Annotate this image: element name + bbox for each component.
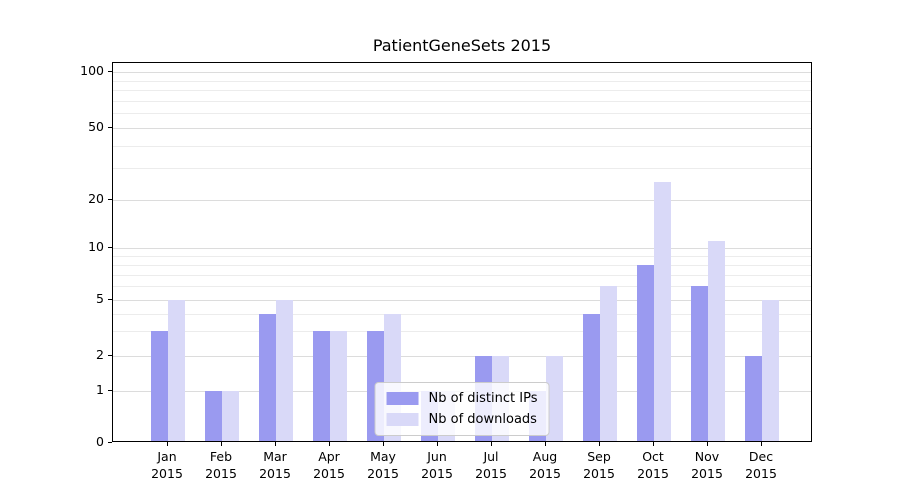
bar-distinct-ips [151,331,168,441]
x-tick-label: Apr 2015 [313,449,345,481]
x-tick-mark [599,442,600,446]
y-tick-mark [108,247,112,248]
gridline [113,331,811,333]
y-tick-mark [108,199,112,200]
x-tick-label: Jul 2015 [475,449,507,481]
gridline [113,264,811,266]
chart-title: PatientGeneSets 2015 [372,36,552,55]
gridline [113,248,811,249]
y-tick-label: 0 [96,434,104,449]
x-tick-label: Jan 2015 [151,449,183,481]
y-tick-label: 5 [96,291,104,306]
y-tick-label: 20 [88,191,104,206]
plot-area: Nb of distinct IPs Nb of downloads [112,62,812,442]
gridline [113,300,811,301]
gridline [113,356,811,357]
y-tick-label: 1 [96,382,104,397]
gridline [113,200,811,201]
bar-downloads [330,331,347,441]
bar-downloads [546,356,563,441]
x-tick-mark [167,442,168,446]
bar-distinct-ips [691,286,708,441]
bar-distinct-ips [583,313,600,441]
x-tick-mark [491,442,492,446]
y-tick-mark [108,355,112,356]
x-tick-mark [707,442,708,446]
gridline [113,90,811,92]
legend-item-distinct-ips: Nb of distinct IPs [386,391,538,406]
legend-swatch-distinct-ips [386,392,419,405]
gridline [113,72,811,73]
x-tick-label: Mar 2015 [259,449,291,481]
x-tick-mark [545,442,546,446]
bar-downloads [276,300,293,441]
x-tick-mark [383,442,384,446]
y-tick-mark [108,390,112,391]
y-tick-label: 50 [88,119,104,134]
bar-downloads [222,391,239,441]
y-tick-mark [108,127,112,128]
gridline [113,274,811,276]
legend-label-downloads: Nb of downloads [428,412,537,427]
x-tick-mark [437,442,438,446]
gridline [113,128,811,129]
gridline [113,100,811,102]
gridline [113,145,811,147]
bar-distinct-ips [313,331,330,441]
bar-downloads [168,300,185,441]
y-tick-label: 100 [80,63,104,78]
bar-downloads [600,286,617,441]
x-tick-label: Sep 2015 [583,449,615,481]
y-tick-label: 10 [88,239,104,254]
x-tick-mark [275,442,276,446]
x-tick-label: Dec 2015 [745,449,777,481]
gridlines-layer [113,63,811,441]
bar-distinct-ips [205,391,222,441]
legend-swatch-downloads [386,413,419,426]
gridline [113,113,811,115]
bar-downloads [654,182,671,441]
gridline [113,255,811,257]
x-tick-label: Oct 2015 [637,449,669,481]
gridline [113,80,811,82]
bar-downloads [762,300,779,441]
gridline [113,313,811,315]
gridline [113,286,811,288]
x-tick-mark [761,442,762,446]
legend-label-distinct-ips: Nb of distinct IPs [428,391,538,406]
x-tick-mark [221,442,222,446]
bar-distinct-ips [259,313,276,441]
legend-item-downloads: Nb of downloads [386,412,538,427]
x-tick-label: Aug 2015 [529,449,561,481]
legend: Nb of distinct IPs Nb of downloads [374,382,550,436]
x-tick-label: Nov 2015 [691,449,723,481]
x-tick-mark [653,442,654,446]
x-tick-mark [329,442,330,446]
bar-downloads [708,241,725,441]
bar-distinct-ips [637,264,654,441]
y-tick-mark [108,71,112,72]
y-tick-mark [108,442,112,443]
y-tick-label: 2 [96,347,104,362]
bar-distinct-ips [745,356,762,441]
x-tick-label: May 2015 [367,449,399,481]
x-tick-label: Jun 2015 [421,449,453,481]
y-tick-mark [108,299,112,300]
x-tick-label: Feb 2015 [205,449,237,481]
gridline [113,168,811,170]
